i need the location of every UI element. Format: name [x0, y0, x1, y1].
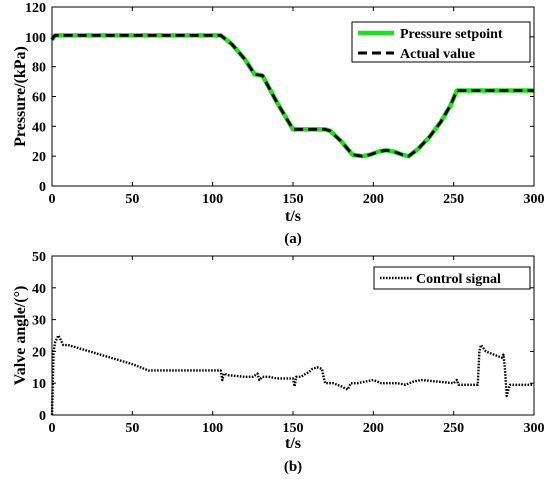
valve-x-tick-label-200: 200: [363, 421, 384, 436]
valve-y-tick-label-20: 20: [32, 345, 46, 360]
pressure-ticks: 0 50 100 150 200 250 300 0 20 40 60 80 100 120: [25, 1, 545, 207]
valve-x-tick-label-150: 150: [283, 421, 304, 436]
valve-angle-chart: 0 50 100 150 200 250 300 0 10 20 30 40 50 t/s Valve …: [12, 250, 545, 475]
pressure-y-tick-label-80: 80: [32, 61, 46, 76]
pressure-plot-lines: [50, 33, 534, 159]
valve-y-tick-label-40: 40: [32, 282, 46, 297]
pressure-x-axis-label: t/s: [285, 208, 301, 225]
pressure-y-tick-label-100: 100: [25, 31, 46, 46]
valve-chart-caption: (b): [284, 459, 302, 475]
valve-y-tick-label-10: 10: [32, 377, 46, 392]
pressure-x-tick-label-0: 0: [49, 192, 56, 207]
pressure-y-tick-label-0: 0: [39, 180, 46, 195]
pressure-x-tick-label-250: 250: [443, 192, 464, 207]
valve-plot-lines: [50, 334, 534, 416]
pressure-chart-caption: (a): [284, 231, 302, 247]
pressure-y-axis-label: Pressure/(kPa): [12, 46, 29, 147]
pressure-y-tick-label-20: 20: [32, 150, 46, 165]
pressure-x-tick-label-50: 50: [125, 192, 139, 207]
pressure-chart: 0 50 100 150 200 250 300 0 20 40 60 80 100 120 t/s Pr…: [12, 1, 545, 247]
valve-x-tick-label-100: 100: [202, 421, 223, 436]
legend-label-pressure-setpoint: Pressure setpoint: [400, 27, 503, 42]
pressure-x-tick-label-100: 100: [202, 192, 223, 207]
pressure-y-tick-label-120: 120: [25, 1, 46, 16]
series-line-actual-value: [50, 33, 534, 158]
valve-legend: Control signal: [373, 266, 531, 290]
legend-label-control-signal: Control signal: [416, 272, 501, 287]
pressure-legend-box: [351, 21, 531, 63]
pressure-y-tick-label-60: 60: [32, 91, 46, 106]
pressure-y-tick-label-40: 40: [32, 120, 46, 135]
valve-x-axis-label: t/s: [285, 435, 301, 452]
series-line-control-signal: [50, 334, 534, 416]
valve-y-tick-label-30: 30: [32, 314, 46, 329]
valve-y-tick-label-50: 50: [32, 250, 46, 265]
pressure-x-tick-label-200: 200: [363, 192, 384, 207]
pressure-legend: Pressure setpoint Actual value: [351, 21, 531, 63]
valve-x-tick-label-300: 300: [524, 421, 545, 436]
valve-x-tick-label-50: 50: [125, 421, 139, 436]
valve-x-tick-label-250: 250: [443, 421, 464, 436]
pressure-x-tick-label-300: 300: [524, 192, 545, 207]
pressure-x-tick-label-150: 150: [283, 192, 304, 207]
valve-ticks: 0 50 100 150 200 250 300 0 10 20 30 40 50: [32, 250, 545, 436]
valve-y-axis-label: Valve angle/(°): [12, 286, 29, 386]
valve-legend-box: [373, 266, 531, 290]
valve-y-tick-label-0: 0: [39, 409, 46, 424]
legend-label-actual-value: Actual value: [400, 47, 475, 62]
valve-x-tick-label-0: 0: [49, 421, 56, 436]
